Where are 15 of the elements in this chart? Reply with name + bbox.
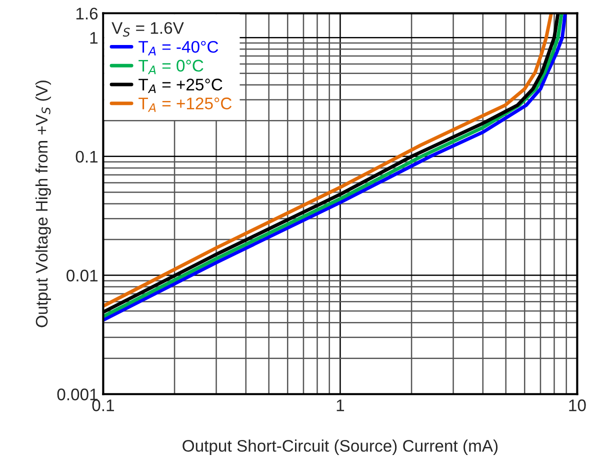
legend-label: T$_{A}$ = +25°C (138, 78, 222, 94)
legend-label: T$_{A}$ = +125°C (138, 98, 232, 112)
y-tick-label: 0.001 (57, 388, 98, 400)
y-tick-label: 0.1 (76, 150, 98, 163)
y-tick-label: 0.01 (66, 270, 98, 282)
y-tick-label: 1.6 (76, 8, 98, 20)
y-axis-title: Output Voltage High from +V$_{S}$ (V) (35, 80, 51, 328)
legend-label: T$_{A}$ = 0°C (138, 60, 204, 74)
legend-label: T$_{A}$ = -40°C (138, 40, 218, 56)
x-tick-label: 10 (569, 399, 586, 412)
x-axis-title: Output Short-Circuit (Source) Current (mA) (182, 440, 498, 456)
y-tick-label: 1 (90, 32, 98, 44)
legend-title: V$_{S}$ = 1.6V (112, 22, 184, 37)
x-tick-label: 1 (336, 400, 344, 412)
x-tick-label: 0.1 (92, 399, 114, 412)
